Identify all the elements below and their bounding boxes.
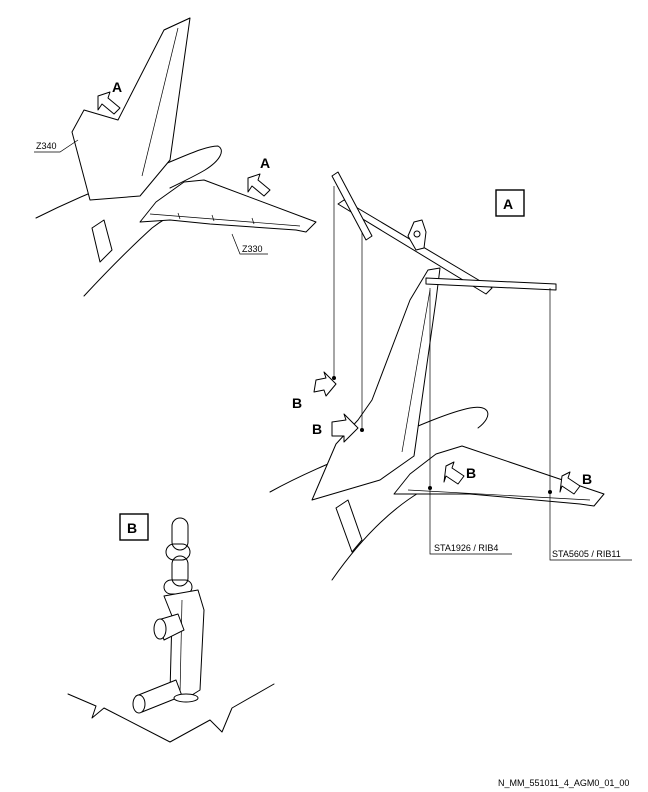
lifting-eye — [407, 219, 427, 251]
stab-zone-leader — [231, 233, 268, 255]
spreader-beam-cross-left — [331, 171, 373, 241]
station-inboard-label: STA1926 / RIB4 — [434, 543, 498, 553]
surface-outline — [67, 683, 275, 743]
fin-zone-leader — [34, 139, 79, 153]
attach-point-stab-outboard — [548, 490, 552, 494]
shackle-plate-line — [179, 599, 183, 695]
chain-link-2 — [165, 543, 191, 561]
arrow-b-4-icon — [559, 471, 581, 495]
detail-b: B — [67, 513, 275, 743]
arrow-a-stab-label: A — [260, 155, 270, 171]
chain-link-3 — [171, 555, 189, 587]
attach-point-fin-aft — [360, 428, 364, 432]
stabilizer-rib-2 — [211, 214, 215, 222]
detail-a-stabilizer — [393, 445, 605, 507]
tail-overview: A A Z340 Z330 — [34, 17, 317, 297]
arrow-b-2-icon — [331, 413, 359, 443]
stabilizer-elevator-line — [149, 213, 301, 227]
shackle-pin-upper-head — [153, 618, 167, 640]
detail-a-title: A — [503, 196, 513, 212]
arrow-b-3-label: B — [466, 465, 476, 481]
chain-link-1 — [171, 517, 189, 551]
station-inboard-leader — [429, 490, 512, 555]
horizontal-stabilizer — [139, 179, 317, 233]
arrow-b-1-icon — [313, 371, 337, 397]
shackle-pin-lower-head — [132, 694, 146, 714]
stabilizer-rib-1 — [177, 212, 181, 220]
lifting-eye-hole — [413, 230, 421, 238]
drawing-reference: N_MM_551011_4_AGM0_01_00 — [498, 778, 629, 788]
arrow-b-1-label: B — [292, 395, 302, 411]
detail-a-fuselage-panel — [335, 499, 363, 553]
arrow-a-fin-icon — [97, 91, 121, 115]
arrow-b-2-label: B — [312, 421, 322, 437]
attach-point-fin-forward — [332, 376, 336, 380]
stabilizer-rib-3 — [251, 217, 255, 225]
detail-a-rudder-line — [401, 289, 431, 453]
fin-rudder-line — [141, 27, 179, 177]
stab-zone-label: Z330 — [242, 244, 263, 254]
detail-b-box — [119, 513, 149, 541]
arrow-b-3-icon — [443, 461, 465, 485]
detail-a-box — [495, 189, 525, 217]
vertical-fin — [71, 17, 191, 201]
attach-point-stab-inboard — [428, 486, 432, 490]
detail-a-fuselage-lower — [331, 491, 421, 581]
fuselage-panel — [91, 219, 113, 263]
detail-a: A B B B B — [269, 171, 632, 581]
station-outboard-label: STA5605 / RIB11 — [552, 549, 621, 559]
arrow-a-fin-label: A — [112, 79, 122, 95]
station-outboard-leader — [549, 494, 632, 561]
attach-fitting — [173, 693, 199, 703]
detail-b-title: B — [127, 520, 137, 536]
fin-tip-line — [163, 17, 191, 31]
arrow-b-4-label: B — [582, 471, 592, 487]
arrow-a-stab-icon — [247, 173, 271, 197]
fin-zone-label: Z340 — [36, 141, 57, 151]
spreader-beam-cross-right — [425, 277, 557, 291]
detail-a-elevator-line — [407, 489, 591, 501]
